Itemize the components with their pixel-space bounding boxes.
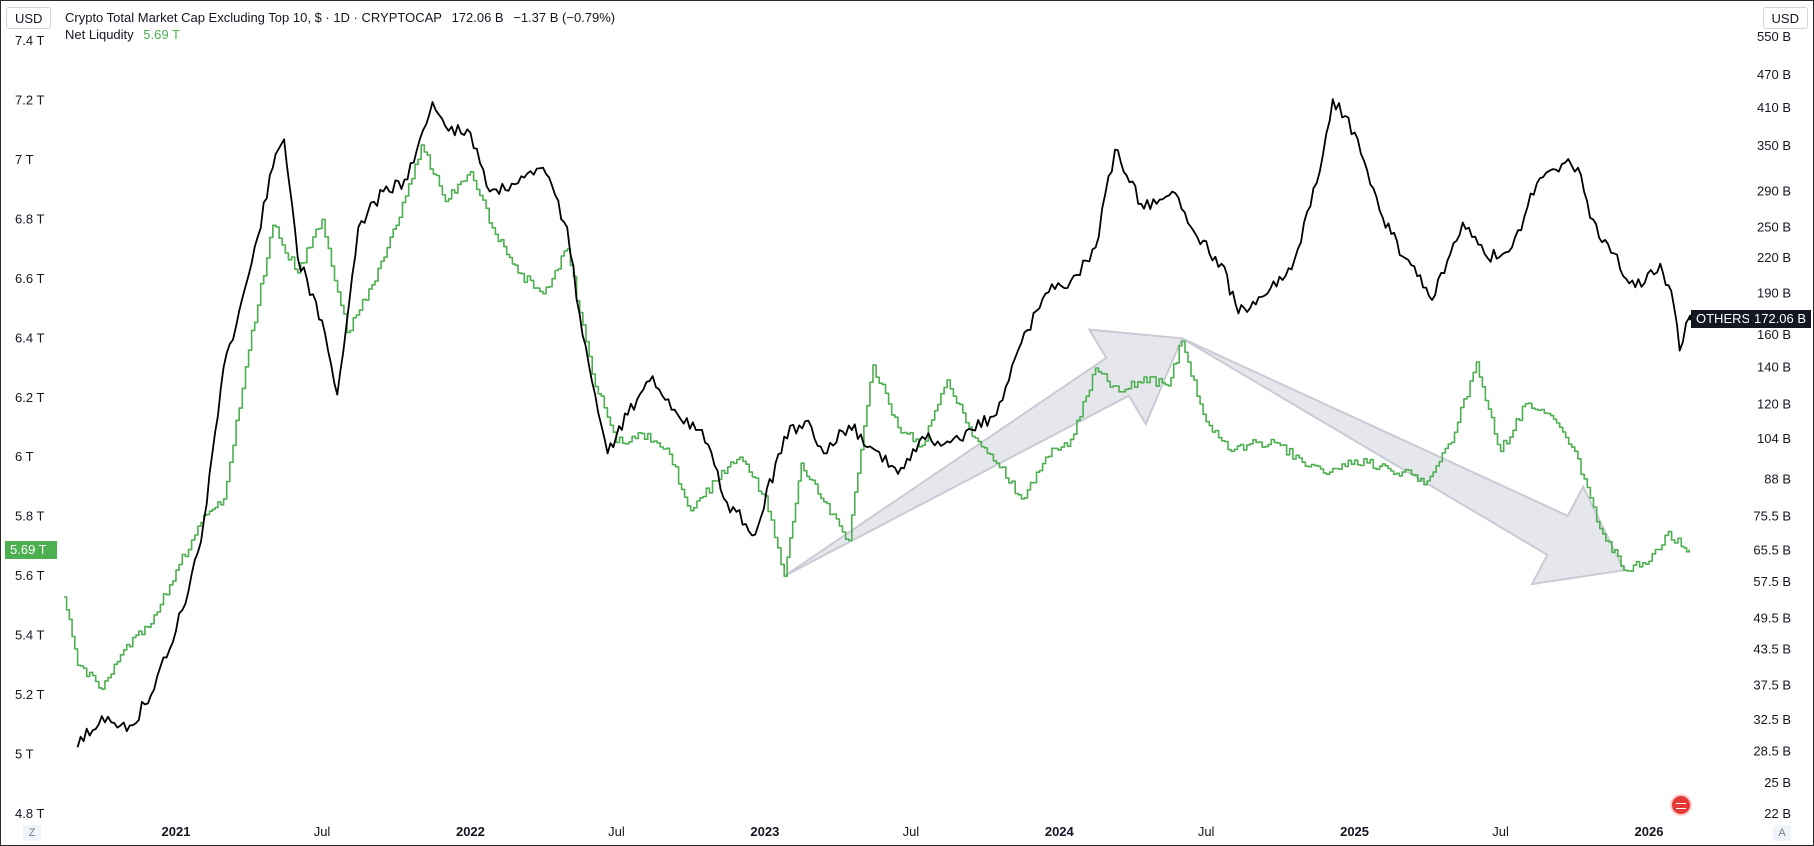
legend-secondary-value: 5.69 T — [143, 27, 180, 42]
legend-main-value: 172.06 B — [451, 10, 504, 25]
right-axis-tick-label: 160 B — [1757, 327, 1791, 342]
time-axis-tick-label: Jul — [608, 824, 625, 839]
right-currency-button[interactable]: USD — [1762, 7, 1808, 29]
others-line[interactable] — [76, 98, 1691, 748]
time-axis-tick-label: Jul — [1492, 824, 1509, 839]
left-axis-tick-label: 6.8 T — [15, 211, 44, 226]
right-axis-tick-label: 104 B — [1757, 431, 1791, 446]
left-axis-tick-label: 5.6 T — [15, 568, 44, 583]
legend-secondary-title: Net Liqudity — [65, 27, 134, 42]
time-axis-tick-label: 2021 — [162, 824, 191, 839]
time-axis-tick-label: Jul — [903, 824, 920, 839]
right-price-axis[interactable]: 550 B 470 B 410 B 350 B 290 B 250 B 220 B 190 B… — [1753, 29, 1791, 821]
left-axis-tick-label: 6.4 T — [15, 330, 44, 345]
time-axis-tick-label: 2024 — [1045, 824, 1075, 839]
net-liquidity-price-tag: 5.69 T — [5, 541, 57, 559]
right-axis-tick-label: 22 B — [1764, 806, 1791, 821]
time-axis-tick-label: Jul — [314, 824, 331, 839]
right-axis-tick-label: 190 B — [1757, 286, 1791, 301]
legend-main-change: −1.37 B (−0.79%) — [513, 10, 616, 25]
left-axis-tick-label: 7.4 T — [15, 33, 44, 48]
left-axis-tick-label: 5 T — [15, 747, 34, 762]
time-axis[interactable]: 2021 Jul 2022 Jul 2023 Jul 2024 Jul 2025 Jul 2026 — [162, 824, 1664, 839]
right-axis-tick-label: 140 B — [1757, 359, 1791, 374]
time-axis-tick-label: 2022 — [456, 824, 485, 839]
chart-legend: Crypto Total Market Cap Excluding Top 10… — [65, 9, 621, 43]
time-axis-tick-label: 2023 — [750, 824, 779, 839]
left-axis-tick-label: 7.2 T — [15, 92, 44, 107]
right-axis-tick-label: 75.5 B — [1753, 508, 1791, 523]
arrow-annotations — [783, 328, 1626, 586]
us-flag-icon[interactable] — [1670, 794, 1692, 816]
left-axis-tick-label: 5.8 T — [15, 509, 44, 524]
right-axis-tick-label: 28.5 B — [1753, 744, 1791, 759]
legend-row-others[interactable]: Crypto Total Market Cap Excluding Top 10… — [65, 9, 621, 26]
trend-arrow-2[interactable] — [1181, 337, 1626, 586]
time-axis-tick-label: Jul — [1198, 824, 1215, 839]
trend-arrow-1[interactable] — [783, 328, 1184, 578]
left-price-axis[interactable]: 7.4 T 7.2 T 7 T 6.8 T 6.6 T 6.4 T 6.2 T 6 T 5.8 … — [15, 33, 44, 821]
right-axis-tick-label: 57.5 B — [1753, 574, 1791, 589]
right-axis-tick-label: 37.5 B — [1753, 677, 1791, 692]
right-axis-tick-label: 290 B — [1757, 183, 1791, 198]
left-currency-button[interactable]: USD — [6, 7, 52, 29]
right-axis-tick-label: 250 B — [1757, 219, 1791, 234]
legend-main-title: Crypto Total Market Cap Excluding Top 10… — [65, 10, 442, 25]
auto-scale-button[interactable]: A — [1773, 825, 1791, 841]
left-axis-tick-label: 4.8 T — [15, 806, 44, 821]
left-axis-tick-label: 5.4 T — [15, 628, 44, 643]
right-axis-tick-label: 410 B — [1757, 100, 1791, 115]
right-axis-tick-label: 49.5 B — [1753, 610, 1791, 625]
right-axis-tick-label: 550 B — [1757, 29, 1791, 44]
others-symbol-tag: OTHERS — [1691, 310, 1756, 328]
zoom-button[interactable]: Z — [23, 825, 41, 841]
left-axis-tick-label: 7 T — [15, 152, 34, 167]
left-axis-tick-label: 6.2 T — [15, 390, 44, 405]
right-axis-tick-label: 25 B — [1764, 775, 1791, 790]
right-axis-tick-label: 88 B — [1764, 471, 1791, 486]
right-axis-tick-label: 65.5 B — [1753, 543, 1791, 558]
right-axis-tick-label: 470 B — [1757, 67, 1791, 82]
time-axis-tick-label: 2025 — [1340, 824, 1369, 839]
right-axis-tick-label: 120 B — [1757, 396, 1791, 411]
right-axis-tick-label: 43.5 B — [1753, 641, 1791, 656]
right-axis-tick-label: 350 B — [1757, 138, 1791, 153]
time-axis-tick-label: 2026 — [1635, 824, 1664, 839]
left-axis-tick-label: 5.2 T — [15, 687, 44, 702]
series-lines — [63, 98, 1695, 748]
legend-row-net-liquidity[interactable]: Net Liqudity 5.69 T — [65, 26, 621, 43]
left-axis-tick-label: 6 T — [15, 449, 34, 464]
left-axis-tick-label: 6.6 T — [15, 271, 44, 286]
net-liquidity-line[interactable] — [63, 144, 1691, 690]
others-price-tag: 172.06 B — [1749, 310, 1812, 328]
right-axis-tick-label: 220 B — [1757, 250, 1791, 265]
right-axis-tick-label: 32.5 B — [1753, 712, 1791, 727]
